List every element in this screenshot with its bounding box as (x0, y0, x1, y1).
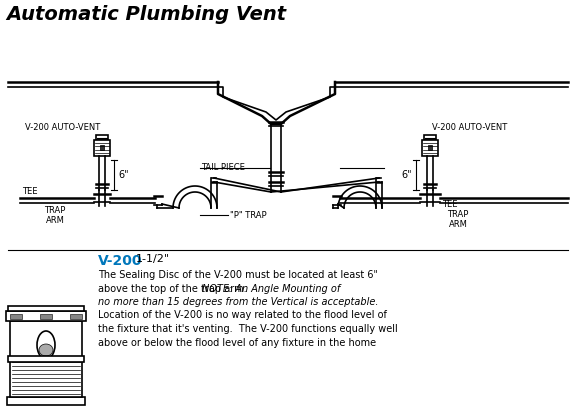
Bar (96, 135, 108, 140)
Text: V-200: V-200 (98, 254, 142, 268)
Bar (40, 314, 52, 319)
Text: above or below the flood level of any fixture in the home: above or below the flood level of any fi… (98, 338, 376, 347)
Ellipse shape (37, 331, 55, 359)
Text: Automatic Plumbing Vent: Automatic Plumbing Vent (6, 5, 286, 24)
Text: TEE: TEE (22, 187, 37, 196)
Bar (70, 314, 82, 319)
Bar (100, 145, 104, 150)
Text: above the top of the trap arm.: above the top of the trap arm. (98, 284, 253, 294)
Text: V-200 AUTO-VENT: V-200 AUTO-VENT (25, 123, 100, 132)
Bar (422, 140, 438, 156)
Text: "P" TRAP: "P" TRAP (230, 210, 267, 220)
Bar (94, 140, 110, 156)
Bar (7, 397, 85, 405)
Bar (8, 356, 84, 362)
Bar (10, 314, 22, 319)
Bar (428, 145, 432, 150)
Bar (10, 359, 82, 397)
Text: NOTE: An Angle Mounting of: NOTE: An Angle Mounting of (202, 284, 340, 294)
Text: TRAP
ARM: TRAP ARM (448, 210, 469, 229)
Bar (6, 311, 86, 321)
Text: no more than 15 degrees from the Vertical is acceptable.: no more than 15 degrees from the Vertica… (98, 297, 378, 307)
Text: The Sealing Disc of the V-200 must be located at least 6": The Sealing Disc of the V-200 must be lo… (98, 270, 378, 280)
Bar (8, 306, 84, 311)
Text: TAIL PIECE: TAIL PIECE (201, 163, 245, 173)
Text: the fixture that it's venting.  The V-200 functions equally well: the fixture that it's venting. The V-200… (98, 324, 398, 334)
Text: V-200 AUTO-VENT: V-200 AUTO-VENT (432, 123, 507, 132)
Text: 6": 6" (401, 170, 412, 180)
Text: Location of the V-200 is no way related to the flood level of: Location of the V-200 is no way related … (98, 310, 387, 320)
Text: TRAP
ARM: TRAP ARM (44, 206, 66, 226)
Ellipse shape (39, 344, 53, 356)
Text: 1-1/2": 1-1/2" (136, 254, 170, 264)
Text: 6": 6" (118, 170, 128, 180)
Bar (424, 135, 436, 140)
Bar (10, 321, 82, 359)
Text: TEE: TEE (442, 200, 457, 209)
